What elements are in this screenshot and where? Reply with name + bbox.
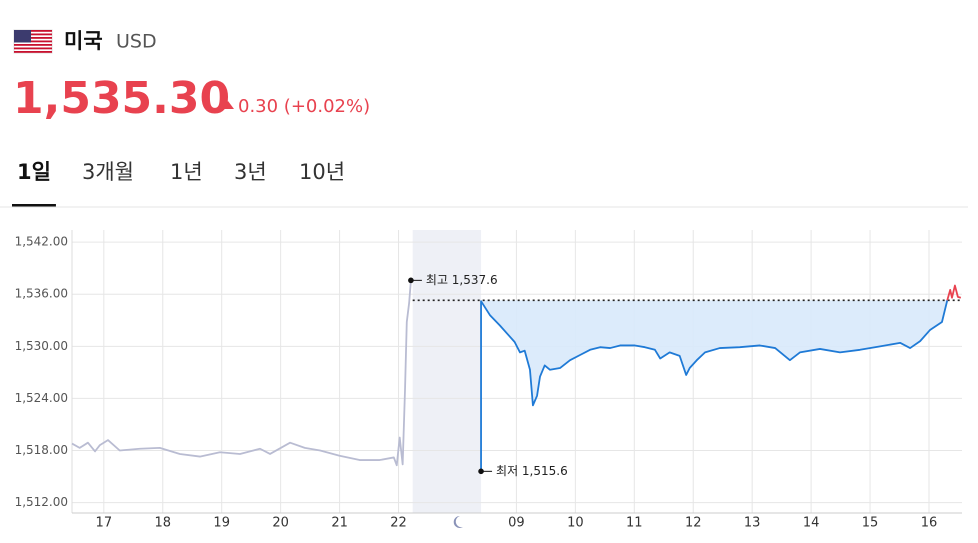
annotation-label: 최저 1,515.6: [496, 464, 568, 478]
x-tick-label: 10: [567, 516, 584, 531]
currency: USD: [116, 31, 157, 53]
x-tick-label: 19: [213, 516, 230, 531]
us-flag: [13, 29, 53, 54]
chart: 1,542.00 1,536.00 1,530.00 1,524.00 1,518.00…: [15, 230, 962, 531]
night-band: [412, 230, 482, 513]
x-tick-label: 21: [331, 516, 348, 531]
price-line: [71, 280, 412, 467]
x-tick-label: 17: [96, 516, 113, 531]
x-tick-label: 20: [272, 516, 289, 531]
y-tick-label: 1,512.00: [15, 495, 68, 509]
y-tick-label: 1,530.00: [15, 339, 68, 353]
x-tick-label: 13: [744, 516, 761, 531]
tab[interactable]: 10년: [299, 160, 345, 184]
country: 미국: [64, 29, 103, 53]
area-fill: [481, 300, 948, 406]
y-tick-label: 1,524.00: [15, 391, 68, 405]
tab[interactable]: 1년: [170, 160, 203, 184]
price-line: [946, 284, 962, 301]
price-line: [480, 300, 949, 472]
y-tick-label: 1,542.00: [15, 235, 68, 249]
x-tick-label: 22: [390, 516, 407, 531]
night-icon: [453, 515, 463, 528]
annotation-label: 최고 1,537.6: [426, 273, 498, 287]
tab[interactable]: 3년: [234, 160, 267, 184]
x-tick-label: 09: [508, 516, 525, 531]
tab[interactable]: 3개월: [82, 160, 134, 184]
tabs: 1일 3개월 1년 3년 10년: [12, 160, 345, 207]
price: 1,535.30: [13, 73, 230, 124]
x-tick-label: 14: [803, 516, 820, 531]
x-tick-label: 12: [685, 516, 702, 531]
change: 0.30 (+0.02%): [238, 96, 370, 117]
y-tick-label: 1,518.00: [15, 443, 68, 457]
tab-underline: [12, 204, 56, 207]
x-tick-label: 18: [154, 516, 171, 531]
x-tick-label: 16: [921, 516, 938, 531]
up-arrow: [222, 101, 234, 109]
tab[interactable]: 1일: [17, 160, 51, 184]
x-tick-label: 15: [862, 516, 879, 531]
x-tick-label: 11: [626, 516, 643, 531]
y-tick-label: 1,536.00: [15, 287, 68, 301]
